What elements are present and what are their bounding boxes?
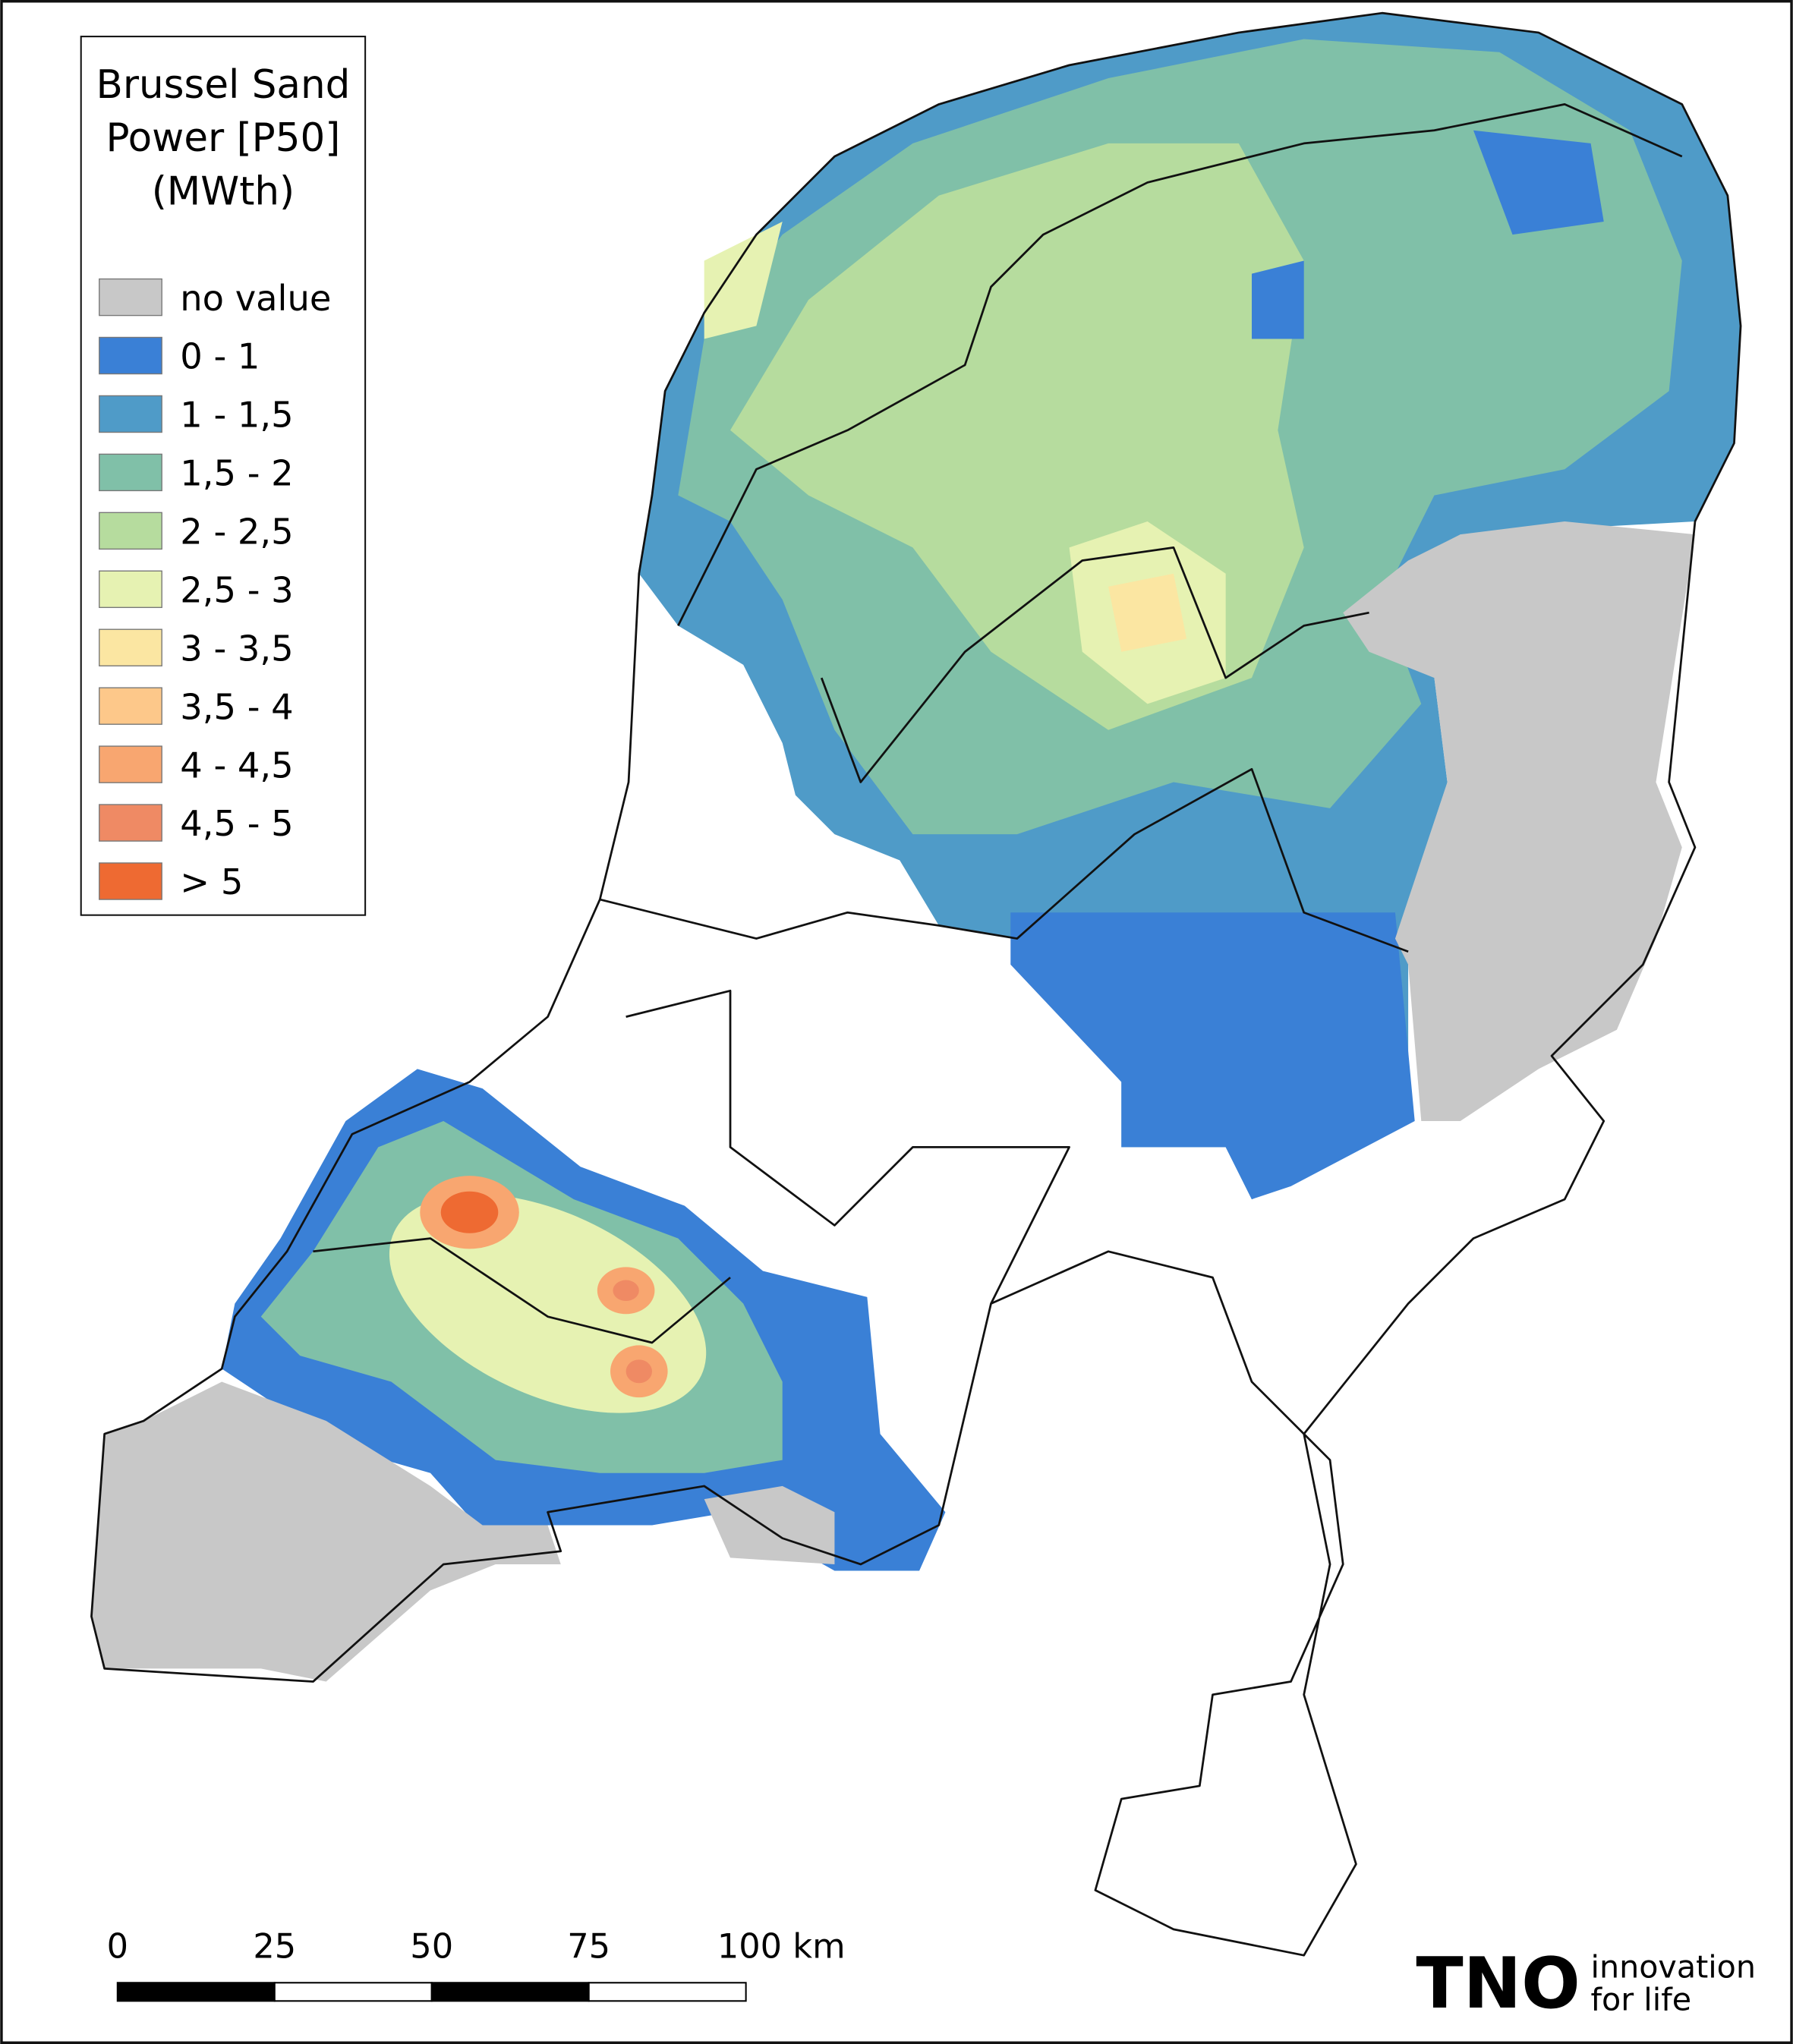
scale-label: 25 (253, 1927, 296, 1967)
legend-swatch (99, 453, 162, 492)
zone (1252, 260, 1304, 339)
zone (91, 1381, 561, 1682)
zone (1108, 573, 1187, 652)
legend-label: 2 - 2,5 (180, 512, 293, 553)
legend-label: 4 - 4,5 (180, 745, 293, 786)
legend-title: Power [P50] (106, 115, 340, 161)
zone (1343, 521, 1695, 1122)
scale-label: 75 (567, 1927, 610, 1967)
legend-label: 4,5 - 5 (180, 803, 293, 844)
legend-swatch (99, 570, 162, 609)
logo: TNO innovation for life (1416, 1942, 1756, 2024)
scale-segment (588, 1982, 747, 2002)
province-border (626, 989, 1070, 1305)
legend-swatch (99, 687, 162, 725)
legend-label: 2,5 - 3 (180, 569, 293, 610)
legend-title: Brussel Sand (96, 62, 350, 108)
scale-bar: 0 25 50 75 100 km (107, 1927, 846, 2002)
zone (1010, 912, 1415, 1200)
legend-swatch (99, 336, 162, 375)
zone (626, 1359, 652, 1384)
legend-swatch (99, 395, 162, 433)
legend-label: no value (180, 278, 331, 319)
zone (1473, 130, 1604, 235)
scale-segment (116, 1982, 276, 2002)
scale-label: 0 (107, 1927, 128, 1967)
legend-swatch (99, 628, 162, 666)
zone (613, 1280, 639, 1302)
legend-label: 3,5 - 4 (180, 686, 293, 727)
legend-label: 1 - 1,5 (180, 395, 293, 436)
logo-mark: TNO (1416, 1942, 1580, 2024)
province-border (313, 1237, 731, 1344)
legend-label: 0 - 1 (180, 336, 260, 377)
logo-tagline: innovation (1591, 1948, 1756, 1985)
legend-swatch (99, 512, 162, 550)
zone (440, 1191, 499, 1233)
legend-swatch (99, 745, 162, 783)
province-border (599, 767, 1409, 953)
scale-label: 50 (410, 1927, 453, 1967)
province-border (677, 103, 1683, 627)
province-border (820, 546, 1369, 783)
country-outline (90, 11, 1742, 1957)
legend-title: (MWth) (152, 169, 295, 215)
scale-label: 100 km (717, 1927, 846, 1967)
legend: Brussel Sand Power [P50] (MWth) no value 0 -… (80, 36, 367, 916)
legend-swatch (99, 278, 162, 317)
scale-segment (273, 1982, 433, 2002)
legend-swatch (99, 862, 162, 900)
legend-swatch (99, 804, 162, 842)
legend-label: 1,5 - 2 (180, 453, 293, 494)
legend-label: > 5 (180, 861, 243, 902)
legend-label: 3 - 3,5 (180, 628, 293, 669)
logo-tagline: for life (1591, 1981, 1692, 2017)
scale-segment (430, 1982, 590, 2002)
